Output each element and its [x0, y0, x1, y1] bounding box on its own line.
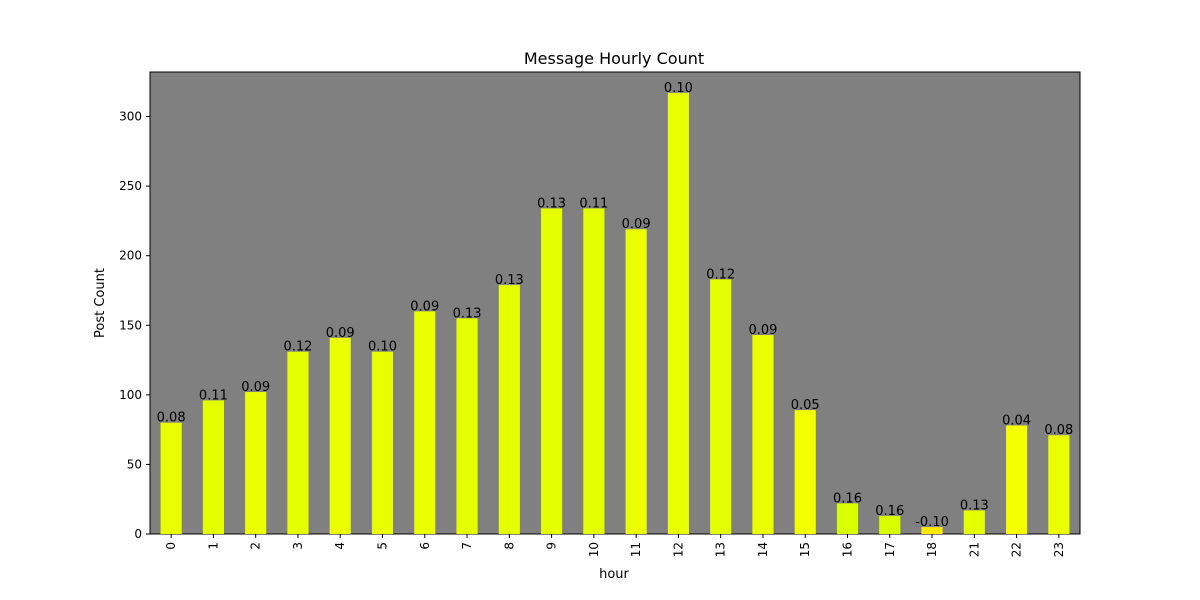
data-label-hour-15: 0.05 [791, 398, 820, 413]
bar-hour-17 [879, 515, 901, 534]
x-tick-label: 0 [164, 542, 178, 550]
data-label-hour-12: 0.10 [664, 81, 693, 96]
x-tick-label: 8 [502, 542, 516, 550]
data-label-hour-6: 0.09 [410, 299, 439, 314]
bar-hour-10 [583, 208, 605, 535]
data-label-hour-0: 0.08 [157, 411, 186, 426]
x-tick-label: 16 [841, 542, 855, 557]
x-tick-label: 23 [1052, 542, 1066, 557]
bar-hour-13 [710, 279, 732, 534]
bar-hour-18 [921, 527, 943, 534]
bar-hour-6 [414, 311, 436, 534]
x-tick-label: 15 [798, 542, 812, 557]
y-tick-label: 50 [127, 457, 142, 471]
data-label-hour-10: 0.11 [579, 196, 608, 211]
x-tick-label: 21 [967, 542, 981, 557]
data-label-hour-7: 0.13 [453, 306, 482, 321]
data-label-hour-5: 0.10 [368, 340, 397, 355]
bar-hour-22 [1006, 425, 1028, 534]
x-tick-label: 10 [587, 542, 601, 557]
x-axis: 0 1 2 3 4 5 6 7 8 9 10 11 12 13 14 15 16 17 18 21 22 23 [164, 534, 1066, 557]
bar-hour-3 [287, 351, 309, 534]
y-tick-label: 200 [119, 249, 142, 263]
bar-hour-16 [836, 503, 859, 534]
x-tick-label: 13 [714, 542, 728, 557]
x-tick-label: 22 [1010, 542, 1024, 557]
x-tick-label: 2 [249, 542, 263, 550]
bar-hour-12 [667, 92, 689, 534]
data-label-hour-16: 0.16 [833, 491, 862, 506]
bar-hour-1 [202, 400, 224, 534]
x-tick-label: 14 [756, 542, 770, 557]
x-tick-label: 11 [629, 542, 643, 557]
data-label-hour-9: 0.13 [537, 196, 566, 211]
data-label-hour-1: 0.11 [199, 388, 228, 403]
x-tick-label: 3 [291, 542, 305, 550]
x-tick-label: 12 [671, 542, 685, 557]
bar-hour-15 [794, 410, 816, 534]
bar-hour-21 [963, 510, 985, 534]
data-label-hour-23: 0.08 [1044, 423, 1073, 438]
x-tick-label: 18 [925, 542, 939, 557]
bar-hour-7 [456, 318, 478, 534]
data-labels-group: 0.08 0.11 0.09 0.12 0.09 0.10 0.09 0.13 0.13 0.13… [157, 81, 1074, 530]
y-tick-label: 100 [119, 388, 142, 402]
y-axis: 0 50 100 150 200 250 300 [119, 110, 150, 541]
data-label-hour-22: 0.04 [1002, 413, 1031, 428]
data-label-hour-2: 0.09 [241, 380, 270, 395]
x-tick-label: 7 [460, 542, 474, 550]
bar-hour-4 [329, 337, 351, 534]
bar-hour-0 [160, 422, 182, 534]
data-label-hour-18: -0.10 [915, 515, 949, 530]
x-tick-label: 4 [333, 542, 347, 550]
y-tick-label: 0 [134, 527, 142, 541]
data-label-hour-11: 0.09 [622, 217, 651, 232]
data-label-hour-14: 0.09 [748, 323, 777, 338]
x-tick-label: 1 [206, 542, 220, 550]
chart-title: Message Hourly Count [524, 49, 704, 68]
x-tick-label: 9 [545, 542, 559, 550]
data-label-hour-8: 0.13 [495, 273, 524, 288]
bar-hour-9 [541, 208, 563, 535]
bars-group [160, 92, 1070, 535]
data-label-hour-3: 0.12 [283, 340, 312, 355]
bar-hour-8 [498, 284, 520, 534]
bar-hour-2 [245, 392, 267, 534]
data-label-hour-13: 0.12 [706, 267, 735, 282]
bar-hour-14 [752, 335, 774, 534]
data-label-hour-4: 0.09 [326, 326, 355, 341]
x-tick-label: 5 [376, 542, 390, 550]
y-axis-label: Post Count [93, 268, 108, 338]
x-tick-label: 17 [883, 542, 897, 557]
x-axis-label: hour [599, 567, 629, 582]
y-tick-label: 300 [119, 110, 142, 124]
bar-hour-23 [1048, 435, 1070, 534]
data-label-hour-17: 0.16 [875, 504, 904, 519]
y-tick-label: 150 [119, 318, 142, 332]
x-tick-label: 6 [418, 542, 432, 550]
y-tick-label: 250 [119, 179, 142, 193]
data-label-hour-21: 0.13 [960, 498, 989, 513]
bar-hour-5 [371, 351, 394, 534]
bar-hour-11 [625, 229, 647, 534]
